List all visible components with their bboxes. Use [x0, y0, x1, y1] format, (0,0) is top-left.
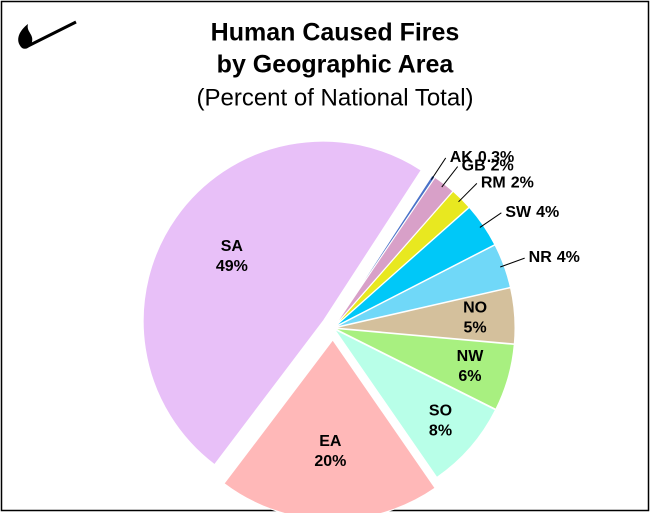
category-label: SW [505, 204, 532, 221]
value-label: 49% [216, 258, 248, 275]
category-label: GB [462, 158, 486, 175]
value-label: 20% [314, 453, 346, 470]
value-label: 5% [464, 320, 487, 337]
value-label: 2% [511, 175, 534, 192]
category-label: NR [529, 249, 553, 266]
pie-slice [334, 287, 516, 345]
category-label: AK [450, 149, 474, 166]
leader-line [430, 157, 447, 180]
data-label: GB 2% [462, 158, 514, 175]
leader-line [479, 212, 502, 228]
pie-slice [334, 328, 497, 479]
value-label: 0.3% [478, 149, 514, 166]
category-label: EA [319, 433, 342, 450]
data-label: RM 2% [481, 175, 534, 192]
pie-slice [142, 140, 422, 466]
chart-title: Human Caused Fires [211, 19, 460, 47]
category-label: RM [481, 175, 506, 192]
category-label: NW [457, 348, 485, 365]
chart-title: by Geographic Area [217, 51, 455, 79]
pie-slice [334, 328, 515, 410]
category-label: NO [463, 300, 487, 317]
data-label: AK 0.3% [450, 149, 515, 166]
value-label: 6% [458, 368, 481, 385]
value-label: 4% [536, 204, 559, 221]
category-label: SA [221, 238, 244, 255]
leader-line [458, 183, 478, 203]
leader-line [441, 166, 459, 188]
data-label: SW 4% [505, 204, 559, 221]
value-label: 8% [429, 423, 452, 440]
category-label: SO [429, 403, 452, 420]
value-label: 4% [557, 249, 580, 266]
pie-slice [223, 339, 436, 513]
logo-icon [18, 20, 77, 49]
chart-subtitle: (Percent of National Total) [196, 84, 473, 111]
value-label: 2% [491, 158, 514, 175]
leader-line [500, 257, 525, 268]
data-label: NR 4% [529, 249, 580, 266]
